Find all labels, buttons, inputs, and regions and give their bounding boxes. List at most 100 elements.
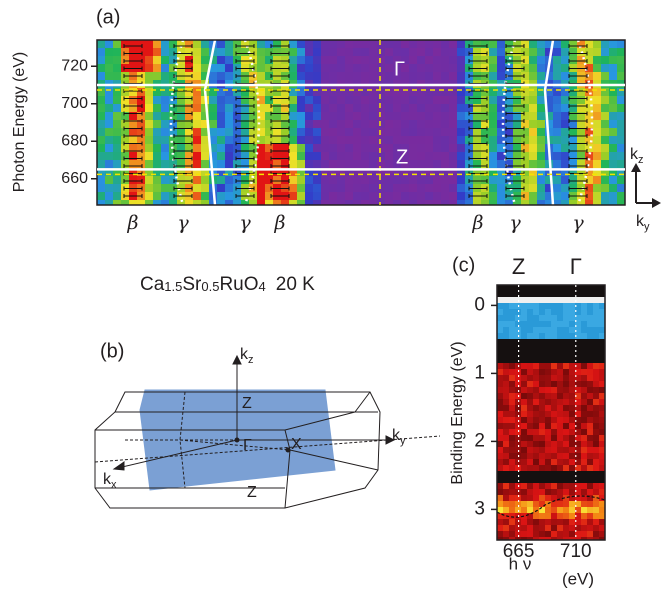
- heat-cell: [569, 88, 577, 96]
- heat-cell: [561, 88, 569, 96]
- heat-cell: [217, 48, 225, 56]
- heat-cell: [529, 104, 537, 112]
- heat-cell: [161, 72, 169, 80]
- heat-cell: [225, 144, 233, 152]
- heat-cell: [489, 112, 497, 120]
- heat-cell: [289, 152, 297, 160]
- heat-cell: [527, 429, 533, 435]
- heat-cell: [497, 351, 503, 357]
- heat-cell: [509, 369, 515, 375]
- heat-cell: [569, 525, 575, 531]
- heat-cell: [553, 40, 561, 48]
- heat-cell: [361, 128, 369, 136]
- heat-cell: [289, 136, 297, 144]
- heat-cell: [337, 88, 345, 96]
- heat-cell: [297, 192, 305, 200]
- heat-cell: [509, 339, 515, 345]
- heat-cell: [551, 471, 557, 477]
- heat-cell: [539, 495, 545, 501]
- heat-cell: [551, 375, 557, 381]
- heat-cell: [497, 501, 503, 507]
- heat-cell: [417, 56, 425, 64]
- heat-cell: [537, 56, 545, 64]
- heat-cell: [489, 40, 497, 48]
- heat-cell: [569, 393, 575, 399]
- heat-cell: [563, 363, 569, 369]
- heat-cell: [601, 184, 609, 192]
- heat-cell: [593, 471, 599, 477]
- heat-cell: [497, 387, 503, 393]
- heat-cell: [539, 399, 545, 405]
- heat-cell: [497, 375, 503, 381]
- heat-cell: [587, 393, 593, 399]
- heat-cell: [393, 112, 401, 120]
- heat-cell: [503, 435, 509, 441]
- heat-cell: [581, 483, 587, 489]
- heat-cell: [545, 369, 551, 375]
- heat-cell: [609, 48, 617, 56]
- heat-cell: [561, 192, 569, 200]
- heat-cell: [201, 160, 209, 168]
- heat-cell: [601, 40, 609, 48]
- heat-cell: [393, 192, 401, 200]
- heat-cell: [551, 453, 557, 459]
- heat-cell: [497, 393, 503, 399]
- heat-cell: [345, 40, 353, 48]
- heat-cell: [563, 471, 569, 477]
- heat-cell: [561, 120, 569, 128]
- heat-cell: [393, 40, 401, 48]
- heat-cell: [553, 88, 561, 96]
- heat-cell: [105, 112, 113, 120]
- heat-cell: [409, 120, 417, 128]
- heat-cell: [497, 525, 503, 531]
- y-tick-label: 660: [61, 170, 88, 187]
- heat-cell: [569, 40, 577, 48]
- heat-cell: [137, 40, 145, 48]
- y-tick-label: 680: [61, 132, 88, 149]
- heat-cell: [617, 104, 625, 112]
- heat-cell: [581, 411, 587, 417]
- heat-cell: [161, 48, 169, 56]
- heat-cell: [539, 429, 545, 435]
- heat-cell: [563, 531, 569, 537]
- heat-cell: [409, 48, 417, 56]
- heat-cell: [417, 144, 425, 152]
- heat-cell: [409, 56, 417, 64]
- heat-cell: [587, 423, 593, 429]
- heat-cell: [433, 120, 441, 128]
- heat-cell: [601, 128, 609, 136]
- heat-cell: [265, 136, 273, 144]
- heat-cell: [497, 459, 503, 465]
- heat-cell: [599, 507, 605, 513]
- heat-cell: [545, 525, 551, 531]
- heat-cell: [457, 112, 465, 120]
- heat-cell: [563, 375, 569, 381]
- z-label: Z: [396, 146, 408, 168]
- heat-cell: [161, 144, 169, 152]
- heat-cell: [593, 112, 601, 120]
- heat-cell: [497, 176, 505, 184]
- heat-cell: [297, 88, 305, 96]
- heat-cell: [593, 399, 599, 405]
- heat-cell: [257, 48, 265, 56]
- heat-cell: [609, 128, 617, 136]
- heat-cell: [249, 48, 257, 56]
- heat-cell: [561, 144, 569, 152]
- heat-cell: [539, 393, 545, 399]
- heat-cell: [601, 96, 609, 104]
- heat-cell: [105, 144, 113, 152]
- heat-cell: [529, 88, 537, 96]
- heat-cell: [385, 40, 393, 48]
- heat-cell: [369, 40, 377, 48]
- heat-cell: [417, 40, 425, 48]
- heat-cell: [563, 321, 569, 327]
- heat-cell: [569, 465, 575, 471]
- heat-cell: [593, 435, 599, 441]
- heat-cell: [527, 459, 533, 465]
- heat-cell: [521, 489, 527, 495]
- heat-cell: [563, 513, 569, 519]
- heat-cell: [169, 160, 177, 168]
- heat-cell: [457, 176, 465, 184]
- y-axis-label: Binding Energy (eV): [449, 341, 466, 484]
- heat-cell: [409, 40, 417, 48]
